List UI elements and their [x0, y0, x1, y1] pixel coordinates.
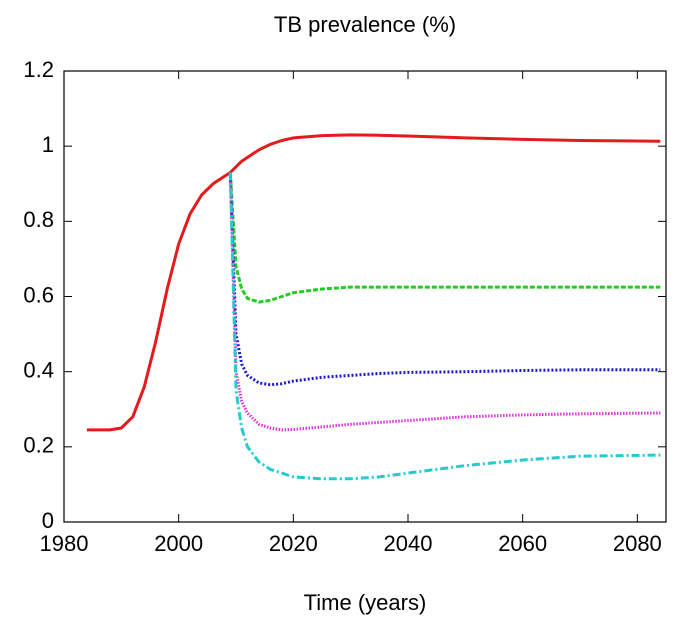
- x-tick-label: 2060: [498, 531, 547, 556]
- plot-frame: [63, 70, 667, 523]
- x-axis-label: Time (years): [304, 590, 427, 615]
- x-tick-label: 2020: [269, 531, 318, 556]
- x-tick-label: 2040: [384, 531, 433, 556]
- series-line: [228, 172, 661, 432]
- series-line: [86, 133, 661, 432]
- series-line: [228, 172, 661, 304]
- series-line: [228, 172, 661, 481]
- y-tick-label: 1.2: [23, 57, 54, 82]
- y-tick-label: 0.2: [23, 433, 54, 458]
- x-tick-label: 2080: [613, 531, 662, 556]
- y-tick-label: 1: [42, 132, 54, 157]
- y-tick-label: 0: [42, 508, 54, 533]
- chart-title: TB prevalence (%): [274, 12, 456, 37]
- x-tick-label: 2000: [154, 531, 203, 556]
- series-line: [228, 172, 661, 387]
- y-tick-label: 0.6: [23, 282, 54, 307]
- y-tick-label: 0.4: [23, 357, 54, 382]
- y-tick-label: 0.8: [23, 207, 54, 232]
- x-tick-label: 1980: [40, 531, 89, 556]
